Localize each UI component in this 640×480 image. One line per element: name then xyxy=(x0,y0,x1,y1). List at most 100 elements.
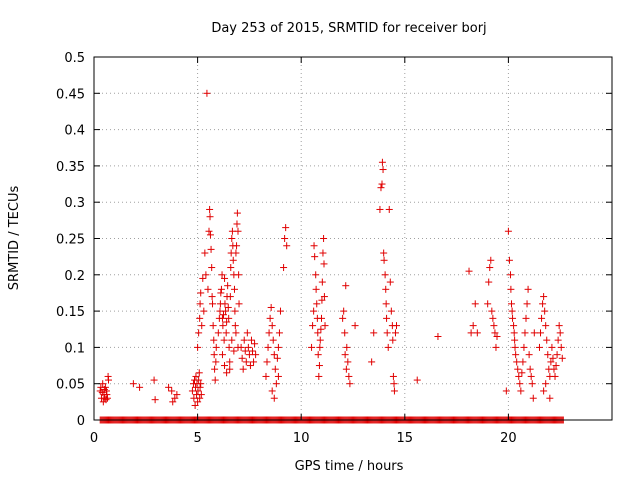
data-point xyxy=(319,249,327,257)
data-point xyxy=(434,333,442,341)
data-point xyxy=(227,264,235,272)
data-point xyxy=(226,293,234,301)
data-point xyxy=(314,329,322,337)
data-point xyxy=(225,343,233,351)
data-point xyxy=(558,354,566,362)
data-point xyxy=(221,362,229,370)
data-point xyxy=(151,396,159,404)
data-point xyxy=(265,329,273,337)
data-point xyxy=(283,242,291,250)
data-point xyxy=(389,336,397,344)
x-axis-label: GPS time / hours xyxy=(295,459,404,474)
data-point xyxy=(210,336,218,344)
data-point xyxy=(378,158,386,166)
data-point xyxy=(526,365,534,373)
data-point xyxy=(225,314,233,322)
y-tick-label: 0.45 xyxy=(56,87,85,102)
data-point xyxy=(247,336,255,344)
data-point xyxy=(516,380,524,388)
data-point xyxy=(203,89,211,97)
data-point xyxy=(555,322,563,330)
data-point xyxy=(342,365,350,373)
data-point xyxy=(541,307,549,315)
data-point xyxy=(556,329,564,337)
data-point xyxy=(508,307,516,315)
data-point xyxy=(209,300,217,308)
data-point xyxy=(221,300,229,308)
data-point xyxy=(206,231,214,239)
data-point xyxy=(220,336,228,344)
data-point xyxy=(309,322,317,330)
data-point xyxy=(196,300,204,308)
data-point xyxy=(99,380,107,388)
data-point xyxy=(218,351,226,359)
data-point xyxy=(228,235,236,242)
data-point xyxy=(195,329,203,337)
data-point xyxy=(540,387,548,395)
data-point xyxy=(267,303,275,311)
data-point xyxy=(484,300,492,308)
data-point xyxy=(217,285,225,293)
data-point xyxy=(218,271,226,279)
data-point xyxy=(311,253,319,261)
data-point xyxy=(245,351,253,359)
data-point xyxy=(552,362,560,370)
data-point xyxy=(262,372,270,380)
data-point xyxy=(169,398,177,406)
data-point xyxy=(320,235,328,242)
data-point xyxy=(542,322,550,330)
data-point xyxy=(249,347,257,355)
data-point xyxy=(383,314,391,322)
data-point xyxy=(198,322,206,330)
data-point xyxy=(317,325,325,333)
data-point xyxy=(221,274,229,282)
data-point xyxy=(211,376,219,384)
data-point xyxy=(489,314,497,322)
data-point xyxy=(490,322,498,330)
data-point xyxy=(217,289,225,297)
data-point xyxy=(344,358,352,366)
data-point xyxy=(390,387,398,395)
y-tick-label: 0.05 xyxy=(56,378,85,393)
data-point xyxy=(380,249,388,257)
data-point xyxy=(391,329,399,337)
data-point xyxy=(222,307,230,315)
data-point xyxy=(473,329,481,337)
data-point xyxy=(377,184,385,192)
data-point xyxy=(529,394,537,402)
data-point xyxy=(269,336,277,344)
data-point xyxy=(318,296,326,304)
data-point xyxy=(273,354,281,362)
data-point xyxy=(250,358,258,366)
data-point xyxy=(316,336,324,344)
data-point xyxy=(231,322,239,330)
data-point xyxy=(222,329,230,337)
data-point xyxy=(517,387,525,395)
data-point xyxy=(557,343,565,351)
data-point xyxy=(194,343,202,351)
data-point xyxy=(471,300,479,308)
data-point xyxy=(242,358,250,366)
data-point xyxy=(196,394,204,402)
data-point xyxy=(310,242,318,250)
data-point xyxy=(207,245,215,253)
data-point xyxy=(280,264,288,272)
data-point xyxy=(535,343,543,351)
data-point xyxy=(521,329,529,337)
data-point xyxy=(508,300,516,308)
data-point xyxy=(312,285,320,293)
data-point xyxy=(543,336,551,344)
data-point xyxy=(554,336,562,344)
data-point xyxy=(212,358,220,366)
data-point xyxy=(315,372,323,380)
data-point xyxy=(514,365,522,373)
data-point xyxy=(233,242,241,250)
data-point xyxy=(194,387,202,395)
data-point xyxy=(197,289,205,297)
data-point xyxy=(346,380,354,388)
data-point xyxy=(264,343,272,351)
data-point xyxy=(485,278,493,286)
data-point xyxy=(370,329,378,337)
data-point xyxy=(251,340,259,348)
